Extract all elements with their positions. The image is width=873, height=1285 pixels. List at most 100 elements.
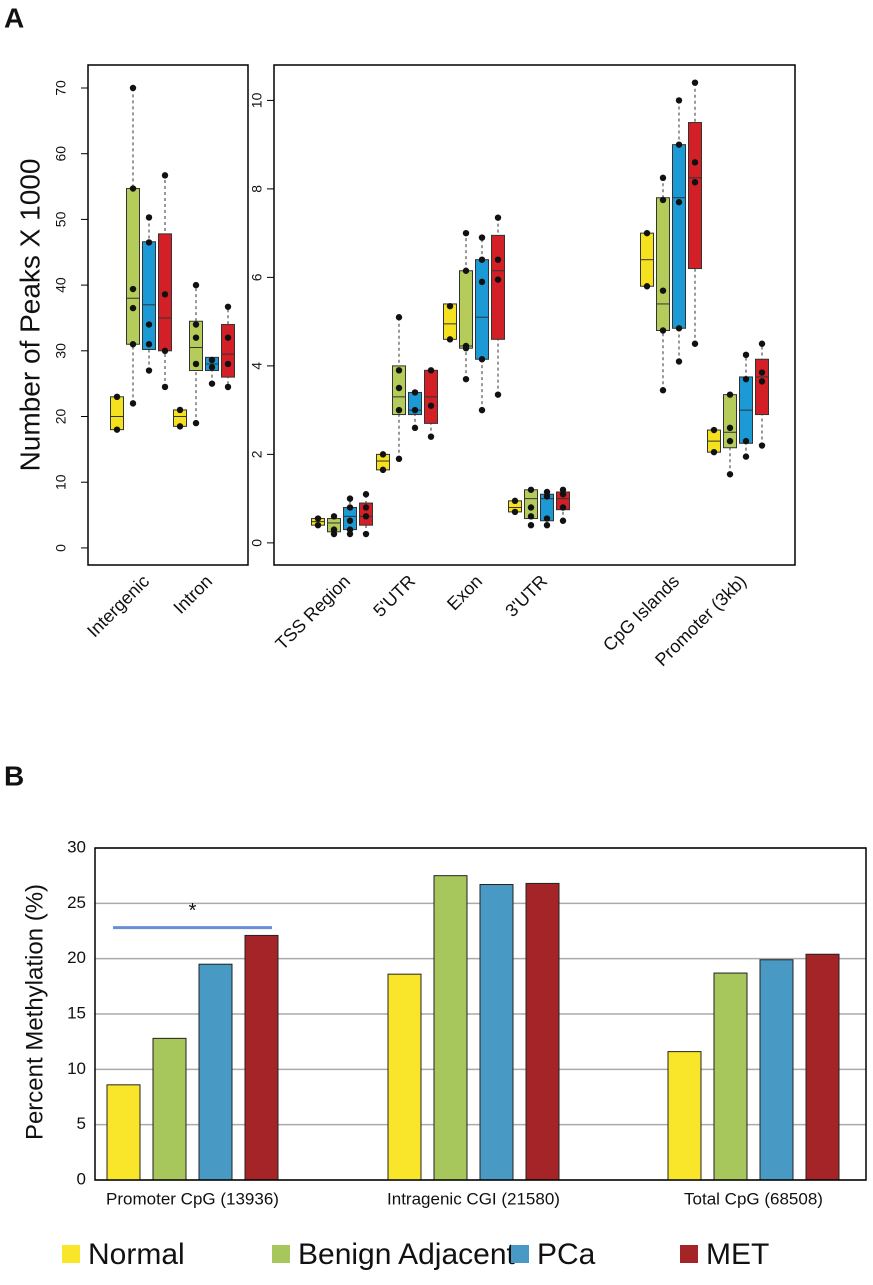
data-point (395, 455, 403, 463)
significance-mark: * (189, 900, 197, 922)
y-tick-label: 30 (53, 343, 69, 359)
data-point (559, 491, 567, 498)
box (459, 270, 473, 349)
data-point (478, 356, 486, 363)
data-point (330, 526, 338, 533)
data-point (675, 325, 683, 332)
data-point (659, 174, 667, 182)
data-point (758, 369, 766, 376)
data-point (462, 267, 470, 274)
data-point (543, 488, 551, 496)
data-point (527, 513, 535, 520)
plot-frame (94, 847, 867, 1181)
bar (244, 934, 279, 1181)
legend-label: Benign Adjacent (298, 1238, 516, 1271)
y-tick-label: 0 (77, 1169, 86, 1188)
data-point (559, 517, 567, 524)
plot-frame (273, 64, 796, 566)
data-point (478, 278, 486, 286)
bar (387, 973, 422, 1181)
box (656, 197, 670, 331)
data-point (129, 304, 137, 312)
data-point (161, 172, 169, 179)
data-point (129, 341, 137, 348)
data-point (675, 141, 683, 148)
data-point (129, 185, 137, 192)
data-point (742, 437, 750, 445)
y-tick-label: 60 (53, 146, 69, 162)
box (688, 122, 702, 270)
legend-swatch (62, 1245, 80, 1263)
x-tick-label: Intron (169, 571, 216, 618)
data-point (208, 356, 216, 364)
data-point (395, 406, 403, 414)
y-tick-label: 40 (53, 277, 69, 293)
panel-label: B (4, 760, 24, 791)
data-point (330, 513, 338, 520)
data-point (494, 391, 502, 398)
x-tick-label: Total CpG (68508) (684, 1189, 823, 1208)
data-point (346, 530, 354, 538)
data-point (691, 79, 699, 86)
data-point (726, 391, 734, 398)
data-point (362, 530, 370, 538)
data-point (346, 495, 354, 502)
data-point (478, 406, 486, 414)
bar (433, 875, 468, 1181)
data-point (675, 198, 683, 206)
data-point (427, 402, 435, 409)
data-point (362, 504, 370, 511)
data-point (346, 517, 354, 524)
data-point (176, 423, 184, 430)
data-point (192, 334, 200, 341)
data-point (192, 321, 200, 328)
legend-label: MET (706, 1238, 769, 1271)
data-point (758, 340, 766, 347)
y-tick-label: 5 (77, 1114, 86, 1133)
data-point (691, 340, 699, 347)
data-point (742, 453, 750, 460)
x-tick-label: Intergenic (83, 571, 153, 641)
box (221, 324, 235, 378)
legend-label: PCa (537, 1238, 596, 1271)
box (189, 320, 203, 372)
data-point (395, 314, 403, 321)
data-point (346, 526, 354, 533)
bar (479, 884, 514, 1181)
y-tick-label: 20 (53, 409, 69, 425)
data-point (758, 442, 766, 449)
data-point (742, 351, 750, 359)
data-point (511, 508, 519, 516)
data-point (161, 383, 169, 391)
data-point (192, 419, 200, 427)
data-point (494, 276, 502, 283)
data-point (726, 471, 734, 478)
data-point (527, 521, 535, 529)
plot-frame (87, 64, 249, 566)
y-tick-label: 70 (53, 80, 69, 96)
y-tick-label: 30 (67, 837, 86, 856)
data-point (145, 367, 153, 374)
bar (713, 972, 748, 1181)
data-point (314, 521, 322, 529)
x-tick-label: Intragenic CGI (21580) (387, 1189, 560, 1208)
data-point (659, 287, 667, 294)
y-tick-label: 4 (249, 362, 265, 370)
data-point (161, 291, 169, 298)
data-point (675, 97, 683, 104)
data-point (176, 406, 184, 414)
data-point (527, 486, 535, 493)
data-point (192, 281, 200, 289)
data-point (675, 358, 683, 365)
data-point (145, 239, 153, 246)
data-point (224, 303, 232, 310)
data-point (129, 400, 137, 407)
y-tick-label: 10 (249, 92, 265, 108)
data-point (726, 424, 734, 432)
data-point (742, 375, 750, 383)
x-tick-label: Promoter CpG (13936) (106, 1189, 279, 1208)
data-point (462, 344, 470, 352)
data-point (710, 426, 718, 434)
panel-label: A (4, 2, 24, 33)
data-point (643, 229, 651, 237)
